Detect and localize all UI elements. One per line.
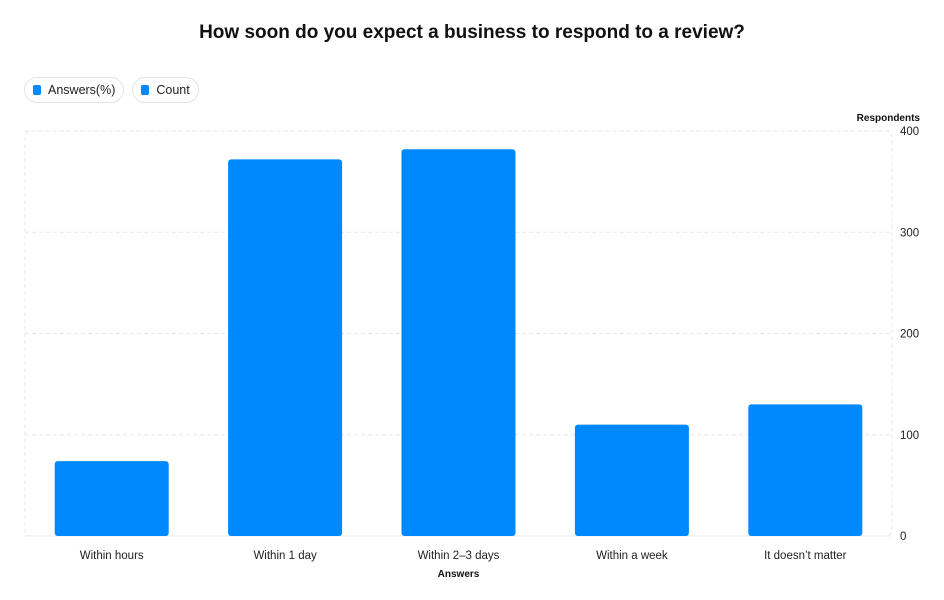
x-tick-label: Within 2–3 days (418, 550, 500, 562)
x-tick-label: Within hours (80, 550, 144, 562)
grid-layer (24, 130, 893, 537)
chart-title: How soon do you expect a business to res… (199, 22, 745, 43)
y-tick-label: 400 (900, 126, 919, 138)
legend-swatch-answers-percent (33, 85, 41, 95)
x-tick-label: Within 1 day (253, 550, 317, 562)
bar[interactable] (574, 424, 689, 536)
x-tick-labels: Within hours Within 1 day Within 2–3 days W… (80, 550, 847, 562)
x-axis-title: Answers (438, 569, 480, 580)
bar[interactable] (54, 461, 169, 536)
legend-label-count: Count (156, 83, 190, 97)
y-tick-label: 300 (900, 227, 919, 239)
x-tick-label: It doesn’t matter (764, 550, 847, 562)
x-tick-label: Within a week (596, 550, 668, 562)
chart-legend: Answers(%) Count (24, 77, 199, 103)
y-tick-labels: 0 100 200 300 400 (900, 126, 919, 543)
bars-layer (54, 149, 863, 536)
bar[interactable] (228, 159, 343, 536)
y-axis-title: Respondents (857, 113, 921, 124)
y-tick-label: 100 (900, 430, 919, 442)
legend-item-answers-percent[interactable]: Answers(%) (24, 77, 125, 103)
legend-label-answers-percent: Answers(%) (48, 83, 116, 97)
y-tick-label: 200 (900, 329, 919, 341)
legend-item-count[interactable]: Count (132, 77, 199, 103)
bar[interactable] (748, 404, 863, 536)
y-tick-label: 0 (900, 531, 906, 543)
legend-swatch-count (141, 85, 150, 95)
bar[interactable] (401, 149, 516, 536)
